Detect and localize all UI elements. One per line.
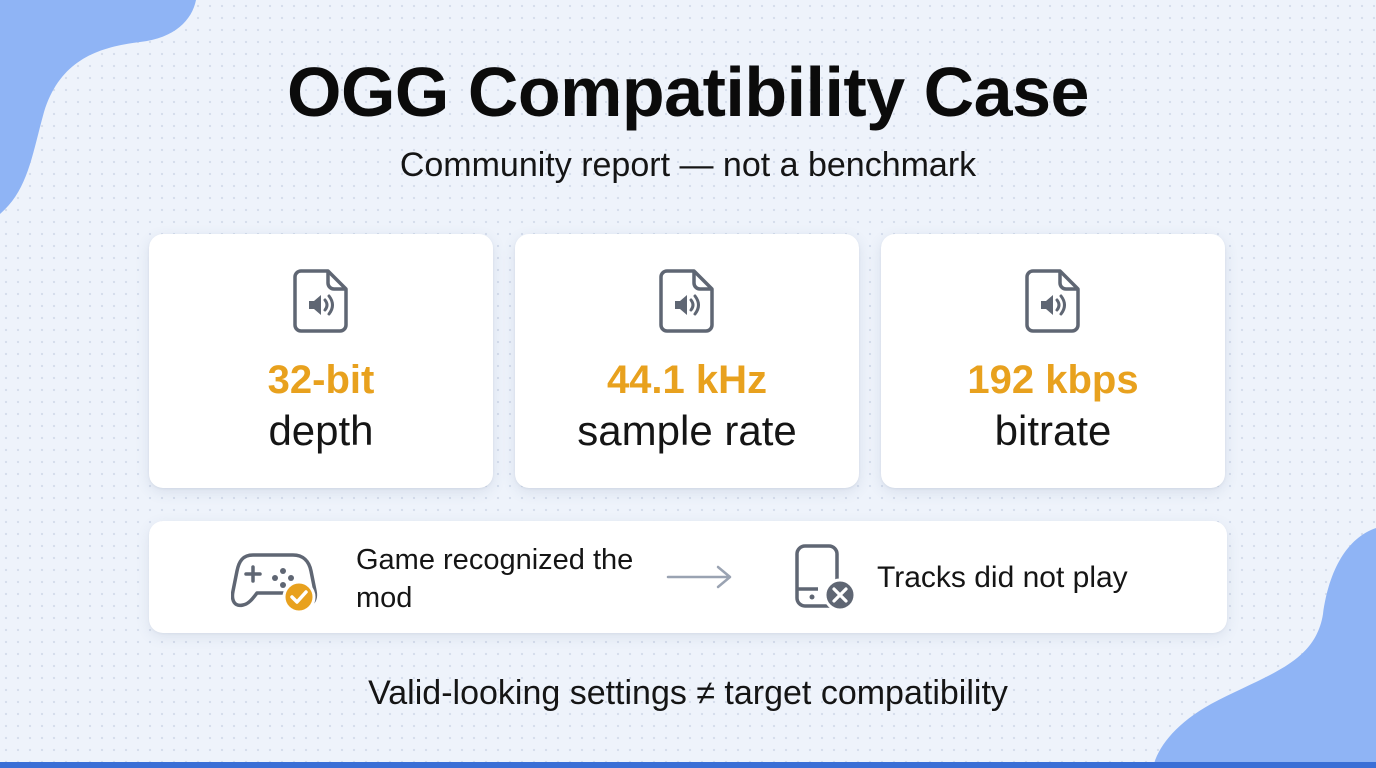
page-title: OGG Compatibility Case bbox=[287, 53, 1089, 131]
arrow-right-icon bbox=[666, 565, 732, 589]
bottom-accent-bar bbox=[0, 762, 1376, 768]
stat-value: 192 kbps bbox=[967, 358, 1139, 402]
failed-status-text: Tracks did not play bbox=[877, 561, 1128, 594]
stat-cards: 32-bit depth 44.1 kHz sample rate 192 kb… bbox=[149, 234, 1225, 488]
stat-label: depth bbox=[268, 407, 374, 454]
audio-file-icon bbox=[1025, 269, 1080, 333]
gamepad-check-icon bbox=[231, 553, 318, 613]
audio-file-icon bbox=[659, 269, 714, 333]
footer-note: Valid-looking settings ≠ target compatib… bbox=[368, 674, 1008, 712]
stat-value: 44.1 kHz bbox=[606, 358, 768, 402]
stat-label: bitrate bbox=[994, 407, 1112, 454]
page-subtitle: Community report — not a benchmark bbox=[399, 146, 977, 184]
stat-card-sample-rate: 44.1 kHz sample rate bbox=[515, 234, 859, 488]
decorative-blob-top-left bbox=[0, 0, 196, 214]
stat-card-depth: 32-bit depth bbox=[149, 234, 493, 488]
outcome-flow-panel: Game recognized the mod Tracks did not p… bbox=[149, 521, 1227, 633]
decorative-blob-bottom-right bbox=[1153, 528, 1376, 768]
audio-file-icon bbox=[293, 269, 348, 333]
recognized-status-text: Game recognized the mod bbox=[356, 544, 634, 614]
device-error-icon bbox=[795, 544, 857, 612]
stat-card-bitrate: 192 kbps bitrate bbox=[881, 234, 1225, 488]
stat-label: sample rate bbox=[577, 407, 797, 454]
stat-value: 32-bit bbox=[267, 358, 375, 402]
